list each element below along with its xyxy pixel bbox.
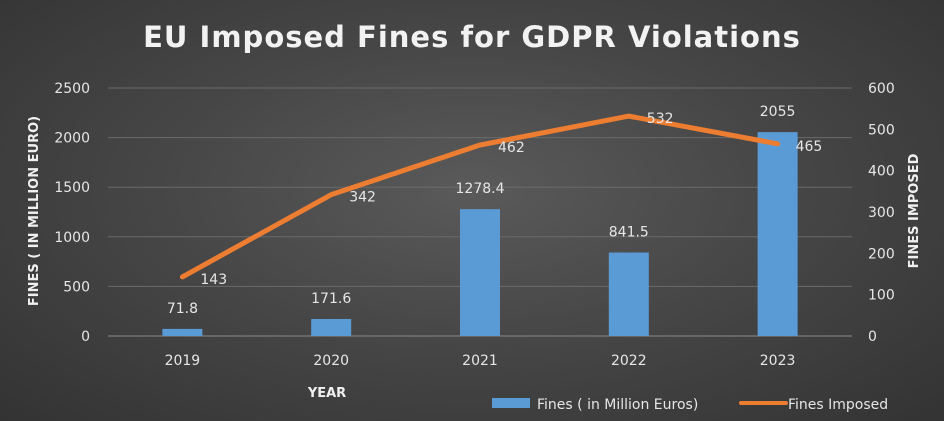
legend: Fines ( in Million Euros) Fines Imposed	[492, 397, 888, 413]
y2-tick-label: 200	[868, 246, 895, 262]
line-series	[179, 113, 781, 280]
y-axis-title: FINES ( IN MILLION EURO)	[27, 116, 42, 306]
bar	[757, 132, 798, 336]
line-value-label: 462	[498, 140, 525, 156]
line-point	[627, 114, 631, 118]
x-tick-label: 2023	[760, 353, 796, 369]
bar-value-label: 2055	[760, 104, 796, 120]
bar-value-label: 841.5	[609, 225, 649, 241]
y2-axis-title: FINES IMPOSED	[907, 153, 922, 268]
axis-ticks: 0 500 1000 1500 2000 2500 0 100 200 300 400 500 600 2…	[54, 81, 894, 369]
bar-value-label: 171.6	[311, 291, 351, 307]
x-tick-label: 2021	[462, 353, 498, 369]
bar-value-label: 1278.4	[456, 181, 505, 197]
bar-series	[162, 132, 798, 336]
x-tick-label: 2019	[165, 353, 201, 369]
y-tick-label: 1000	[54, 230, 90, 246]
y2-tick-label: 100	[868, 288, 895, 304]
line-value-label: 143	[200, 272, 227, 288]
y-tick-label: 1500	[54, 180, 90, 196]
chart-title: EU Imposed Fines for GDPR Violations	[143, 20, 801, 54]
y-tick-label: 500	[63, 279, 90, 295]
line-value-label: 465	[796, 139, 823, 155]
legend-label-fines-euros: Fines ( in Million Euros)	[537, 397, 698, 413]
line-point	[776, 142, 780, 146]
line-point	[180, 275, 184, 279]
data-labels: 71.8 171.6 1278.4 841.5 2055 143 342 462 532 465	[167, 104, 823, 317]
x-tick-label: 2020	[313, 353, 349, 369]
y2-tick-label: 600	[868, 81, 895, 97]
bar	[162, 328, 203, 336]
y2-tick-label: 0	[868, 329, 877, 345]
y-tick-label: 2500	[54, 81, 90, 97]
legend-swatch-fines-euros	[492, 398, 530, 408]
x-tick-label: 2022	[611, 353, 647, 369]
bar	[608, 252, 649, 336]
bar	[460, 209, 500, 336]
y2-tick-label: 400	[868, 164, 895, 180]
bar-value-label: 71.8	[167, 301, 198, 317]
legend-label-fines-imposed: Fines Imposed	[788, 397, 888, 413]
line-value-label: 532	[647, 111, 674, 127]
y-tick-label: 2000	[54, 131, 90, 147]
bar	[311, 318, 352, 336]
y2-tick-label: 500	[868, 122, 895, 138]
line-value-label: 342	[349, 190, 376, 206]
line-point	[478, 143, 482, 147]
line-point	[329, 193, 333, 197]
y-tick-label: 0	[81, 329, 90, 345]
x-axis-title: YEAR	[307, 386, 346, 401]
y2-tick-label: 300	[868, 205, 895, 221]
